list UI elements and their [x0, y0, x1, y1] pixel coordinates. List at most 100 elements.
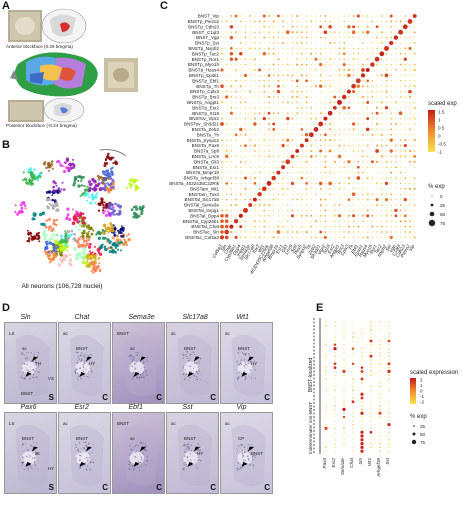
dotplot-dot [282, 236, 284, 238]
e-dotplot-dot [360, 445, 364, 449]
dotplot-dot [348, 156, 350, 157]
dotplot-dot [413, 117, 416, 120]
dotplot-dot [367, 188, 369, 190]
dotplot-dot [287, 58, 289, 60]
dotplot-dot [323, 235, 327, 239]
dotplot-dot [273, 107, 275, 109]
dotplot-dot [287, 15, 289, 17]
e-dotplot-dot [325, 450, 327, 452]
umap-point [85, 242, 89, 246]
umap-point [110, 225, 115, 229]
dotplot-dot [375, 198, 379, 202]
umap-point [60, 248, 64, 252]
dotplot-dot [276, 84, 280, 88]
dotplot-dot [315, 64, 317, 65]
dotplot-dot [235, 96, 237, 98]
dotplot-dot [296, 188, 298, 190]
dotplot-dot [296, 204, 298, 206]
dotplot-dot [240, 188, 242, 190]
dotplot-dot [235, 101, 237, 104]
e-dotplot-dot [352, 397, 354, 399]
ish-section-plane: S [48, 483, 54, 492]
dotplot-dot [282, 53, 284, 55]
umap-point [77, 228, 81, 232]
dotplot-dot [320, 193, 322, 195]
umap-point [53, 221, 56, 224]
dotplot-dot [362, 118, 364, 120]
dotplot-dot [324, 58, 326, 60]
dotplot-dot [352, 25, 356, 29]
umap-point [86, 199, 89, 202]
dotplot-dot [287, 177, 289, 179]
dotplot-dot [233, 219, 239, 224]
dotplot-dot [296, 145, 298, 147]
umap-point [107, 210, 110, 213]
dotplot-row-label: BNSTam_Tox3 [189, 192, 220, 197]
e-dotplot-dot [360, 392, 364, 396]
e-dotplot-dot [379, 347, 381, 350]
dotplot-dot [306, 123, 307, 125]
dotplot-dot [362, 231, 364, 233]
dotplot-dot [300, 214, 303, 217]
umap-point [108, 188, 112, 192]
dotplot-dot [244, 220, 247, 222]
dotplot-dot [395, 220, 397, 222]
dotplot-dot [258, 155, 261, 158]
dotplot-dot [413, 177, 416, 179]
dotplot-dot [395, 47, 397, 50]
dotplot-dot [243, 207, 248, 213]
dotplot-dot [229, 224, 234, 229]
dotplot-dot [376, 85, 378, 87]
dotplot-dot [301, 47, 303, 49]
dotplot-dot [390, 182, 392, 184]
dotplot-dot [347, 225, 350, 228]
e-dotplot-dot [370, 321, 372, 323]
dotplot-dot [230, 20, 233, 23]
dotplot-dot [371, 204, 374, 206]
dotplot-dot [324, 198, 327, 201]
dotplot-dot [282, 26, 284, 28]
e-dotplot-dot [334, 333, 336, 334]
dotplot-dot [259, 139, 260, 141]
dotplot-dot [400, 47, 402, 49]
dotplot-row-label: BNSTp_Cdh23 [188, 24, 219, 29]
dotplot-dot [224, 214, 229, 218]
dotplot-dot [240, 134, 242, 136]
umap-point [57, 187, 61, 191]
e-dotplot-dot [352, 329, 354, 330]
dotplot-dot [287, 47, 289, 49]
e-dotplot-dot [379, 416, 381, 418]
umap-point [47, 161, 51, 165]
dotplot-dot [320, 58, 322, 60]
dotplot-dot [376, 53, 378, 55]
dotplot-dot [324, 214, 327, 217]
dotplot-dot [414, 220, 416, 222]
dotplot-dot [404, 220, 407, 223]
dotplot-dot [384, 197, 389, 202]
e-dotplot-dot [370, 405, 372, 407]
umap-point [64, 230, 67, 233]
dotplot-dot [399, 209, 402, 212]
dotplot-dot [277, 215, 279, 217]
dotplot-dot [277, 96, 280, 98]
e-dotplot-dot [388, 431, 390, 433]
e-dotplot-dot [325, 439, 327, 441]
dotplot-dot [286, 231, 289, 233]
umap-point [47, 257, 51, 260]
ish-region-label: CP [238, 436, 245, 441]
dotplot-dot [390, 69, 392, 71]
dotplot-dot [315, 226, 317, 228]
dotplot-dot [235, 47, 237, 50]
dotplot-dot [301, 161, 303, 163]
dotplot-dot [409, 193, 411, 195]
dotplot-dot [367, 91, 369, 93]
ish-panel-ebf1: BNST ac C [112, 412, 165, 494]
dotplot-dot [291, 209, 294, 212]
dotplot-dot [399, 215, 402, 217]
dotplot-dot [394, 176, 397, 180]
umap-point [114, 202, 117, 206]
dotplot-dot [310, 188, 312, 190]
dotplot-dot [413, 123, 416, 125]
dotplot-dot [362, 214, 364, 217]
dotplot-dot [230, 134, 232, 136]
